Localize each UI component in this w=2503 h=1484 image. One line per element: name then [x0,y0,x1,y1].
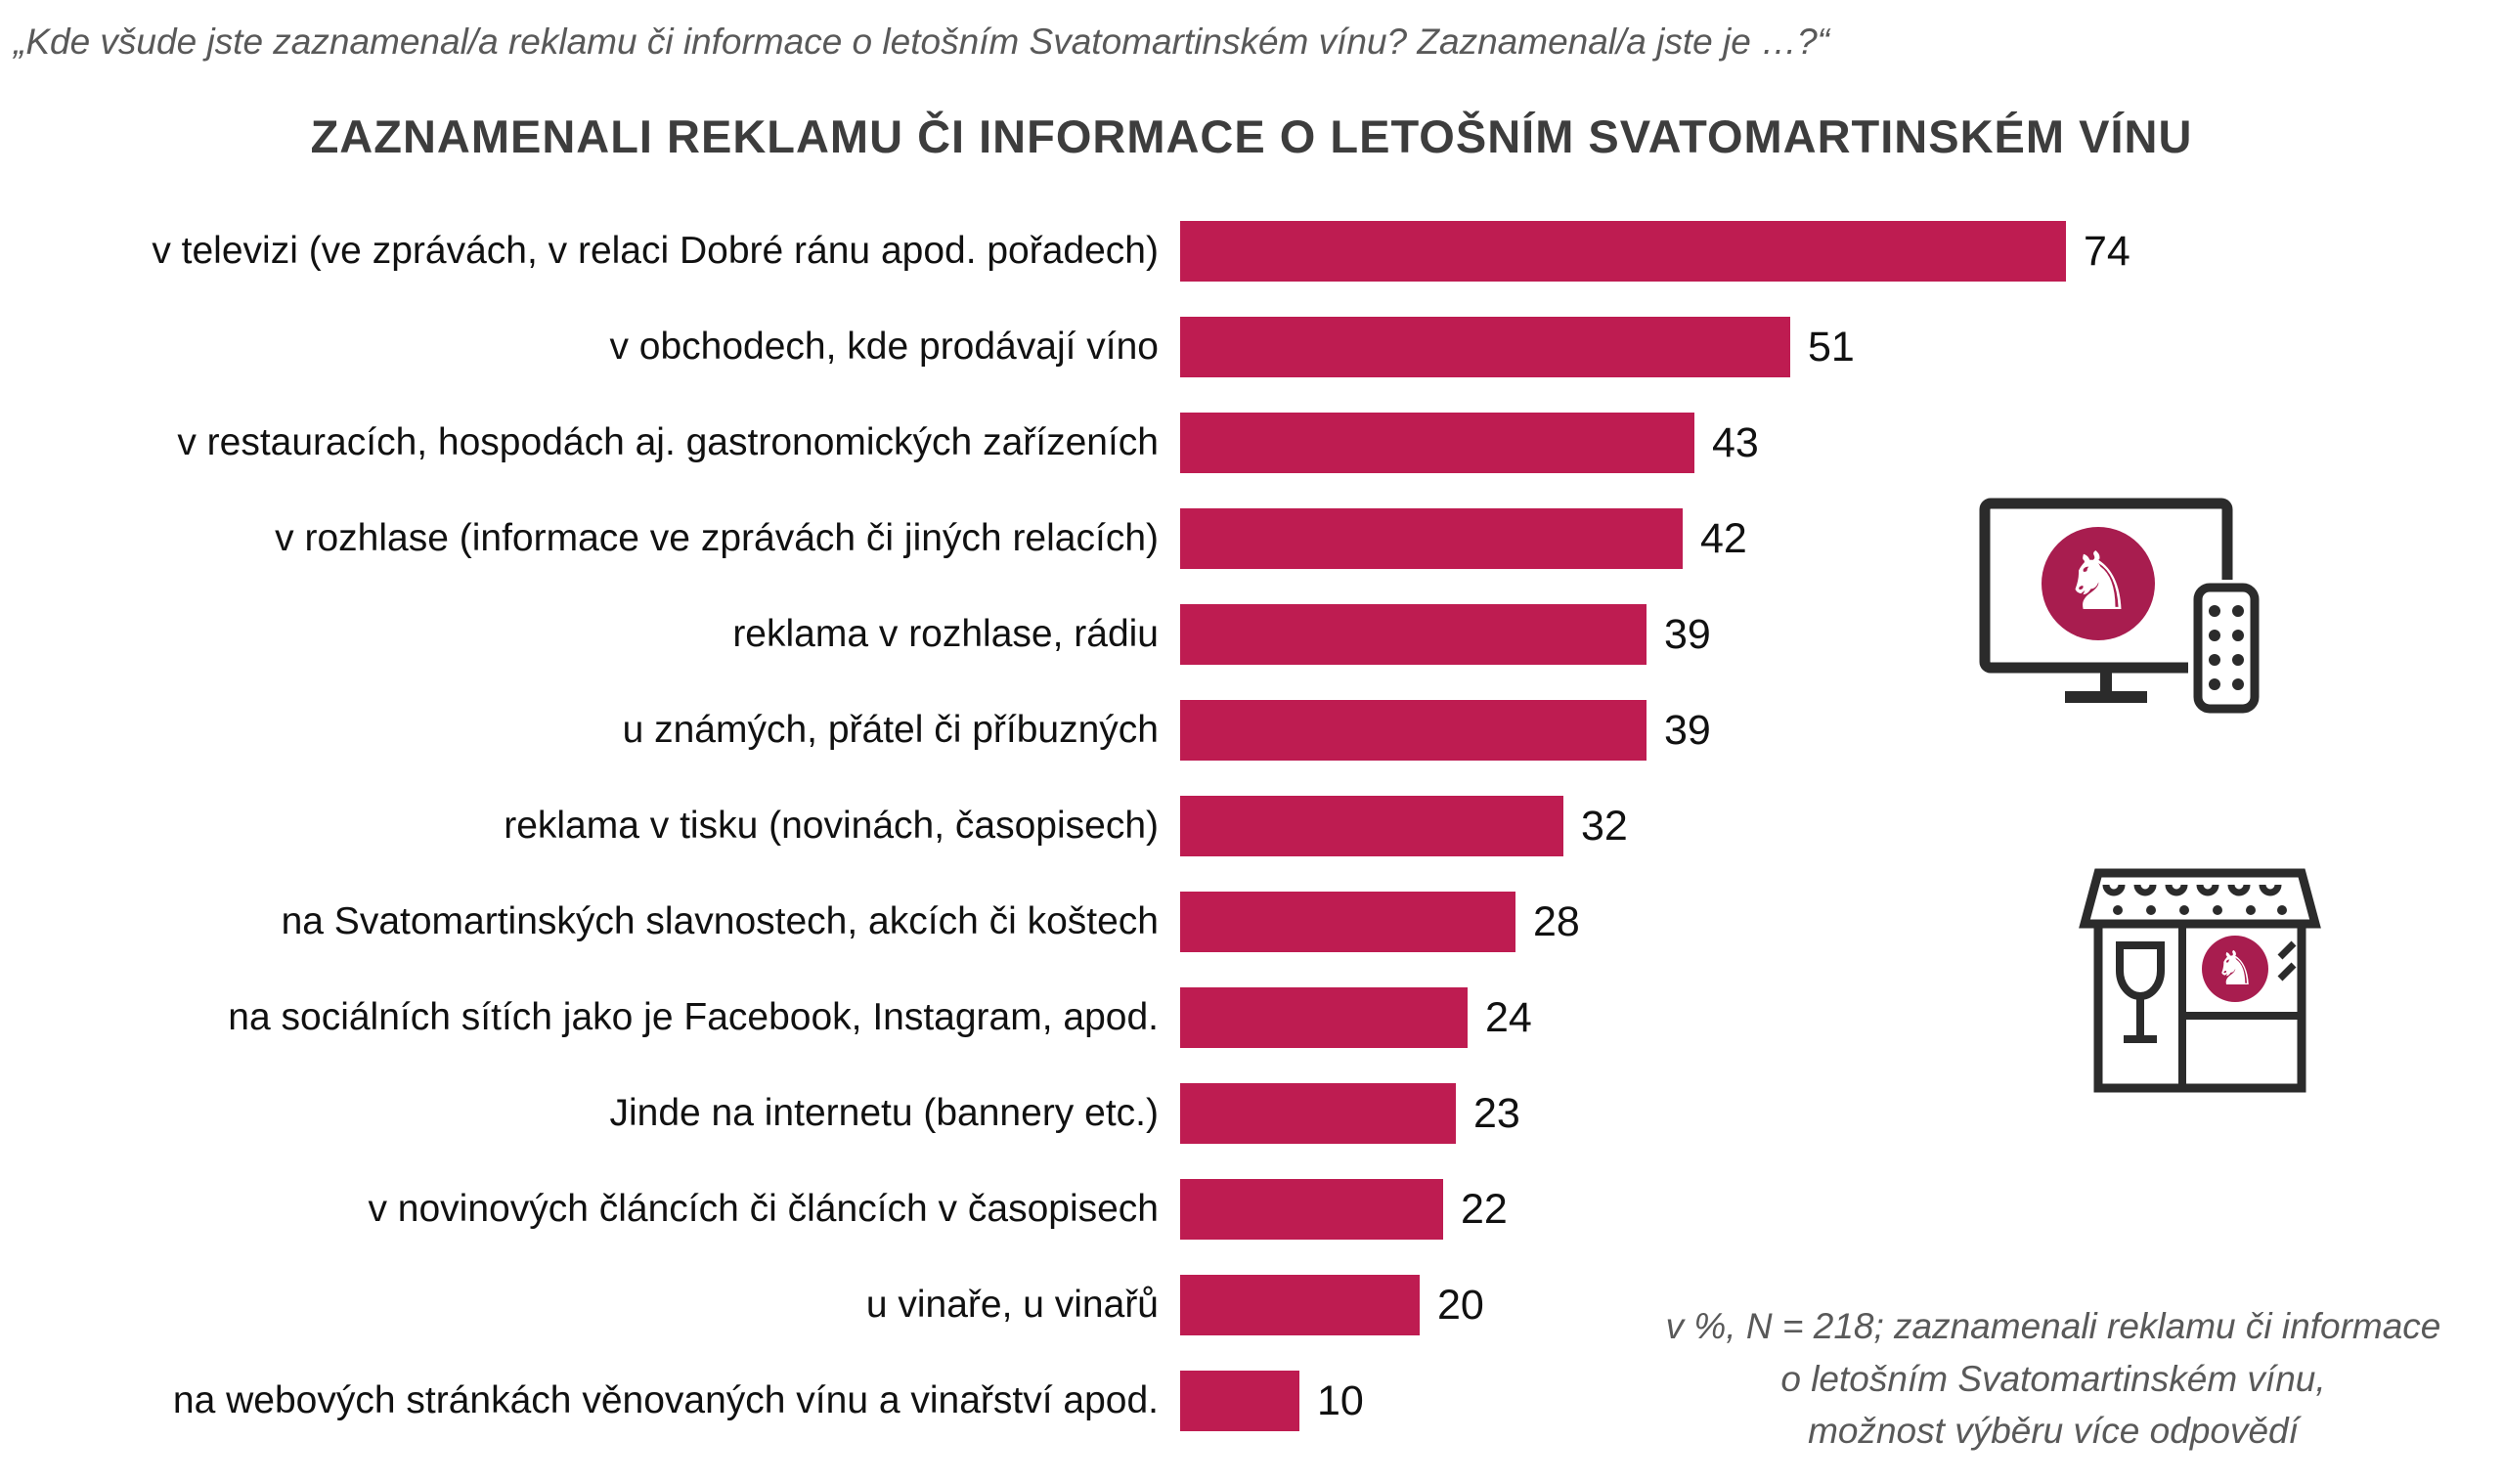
value-label: 39 [1664,610,1711,658]
bar [1180,413,1694,473]
value-label: 51 [1808,323,1855,371]
category-label: na webových stránkách věnovaných vínu a … [172,1379,1159,1421]
svg-text:♞: ♞ [2062,536,2134,629]
category-label: u vinaře, u vinařů [865,1284,1159,1326]
bar [1180,317,1790,377]
category-label: reklama v tisku (novinách, časopisech) [504,805,1159,847]
bar-row: na Svatomartinských slavnostech, akcích … [0,874,2503,970]
chart-title: ZAZNAMENALI REKLAMU ČI INFORMACE O LETOŠ… [310,110,2193,162]
bar-row: v novinových článcích či článcích v časo… [0,1161,2503,1257]
bar [1180,1083,1456,1144]
bar-row: v televizi (ve zprávách, v relaci Dobré … [0,203,2503,299]
bar-row: u vinaře, u vinařů 20 [0,1257,2503,1353]
bar-row: reklama v tisku (novinách, časopisech) 3… [0,778,2503,874]
value-label: 28 [1533,897,1580,945]
bar [1180,221,2066,282]
bar [1180,1275,1420,1335]
bar-row: Jinde na internetu (bannery etc.) 23 [0,1066,2503,1161]
category-label: na Svatomartinských slavnostech, akcích … [281,900,1159,942]
value-label: 24 [1485,993,1532,1041]
value-label: 10 [1317,1376,1364,1424]
bar-row: v obchodech, kde prodávají víno 51 [0,299,2503,395]
value-label: 23 [1473,1089,1520,1137]
bar [1180,508,1683,569]
bar-row: v rozhlase (informace ve zprávách či jin… [0,491,2503,587]
survey-question-quote: „Kde všude jste zaznamenal/a reklamu či … [14,22,1829,62]
bar-row: na sociálních sítích jako je Facebook, I… [0,970,2503,1066]
category-label: v rozhlase (informace ve zprávách či jin… [275,517,1159,559]
bar-row: v restauracích, hospodách aj. gastronomi… [0,395,2503,491]
category-label: v televizi (ve zprávách, v relaci Dobré … [152,230,1159,272]
tv-icon: ♞ [1979,498,2264,717]
value-label: 22 [1461,1185,1508,1233]
bar-row: na webových stránkách věnovaných vínu a … [0,1353,2503,1449]
bar [1180,1179,1443,1240]
value-label: 43 [1712,418,1759,466]
value-label: 20 [1437,1281,1484,1329]
bar [1180,892,1515,952]
footnote: v %, N = 218; zaznamenali reklamu či inf… [1623,1300,2483,1458]
bar [1180,1371,1299,1431]
footnote-line: v %, N = 218; zaznamenali reklamu či inf… [1665,1306,2441,1346]
bar [1180,987,1468,1048]
bar-rows: v televizi (ve zprávách, v relaci Dobré … [0,203,2503,1449]
wine-shop-icon: ♞ [2079,868,2321,1093]
bar-row: reklama v rozhlase, rádiu 39 [0,587,2503,682]
category-label: na sociálních sítích jako je Facebook, I… [228,996,1159,1038]
footnote-line: o letošním Svatomartinském vínu, [1780,1358,2326,1399]
category-label: v obchodech, kde prodávají víno [609,326,1159,368]
value-label: 39 [1664,706,1711,754]
category-label: v restauracích, hospodách aj. gastronomi… [177,421,1159,463]
category-label: u známých, přátel či příbuzných [622,709,1159,751]
footnote-line: možnost výběru více odpovědí [1808,1411,2299,1452]
bar-row: u známých, přátel či příbuzných 39 [0,682,2503,778]
bar [1180,604,1647,665]
value-label: 32 [1581,802,1628,850]
bar [1180,700,1647,761]
category-label: reklama v rozhlase, rádiu [732,613,1159,655]
value-label: 42 [1700,514,1747,562]
bar [1180,796,1563,856]
category-label: v novinových článcích či článcích v časo… [368,1188,1159,1230]
svg-text:♞: ♞ [2214,941,2256,996]
value-label: 74 [2084,227,2130,275]
category-label: Jinde na internetu (bannery etc.) [609,1092,1159,1134]
